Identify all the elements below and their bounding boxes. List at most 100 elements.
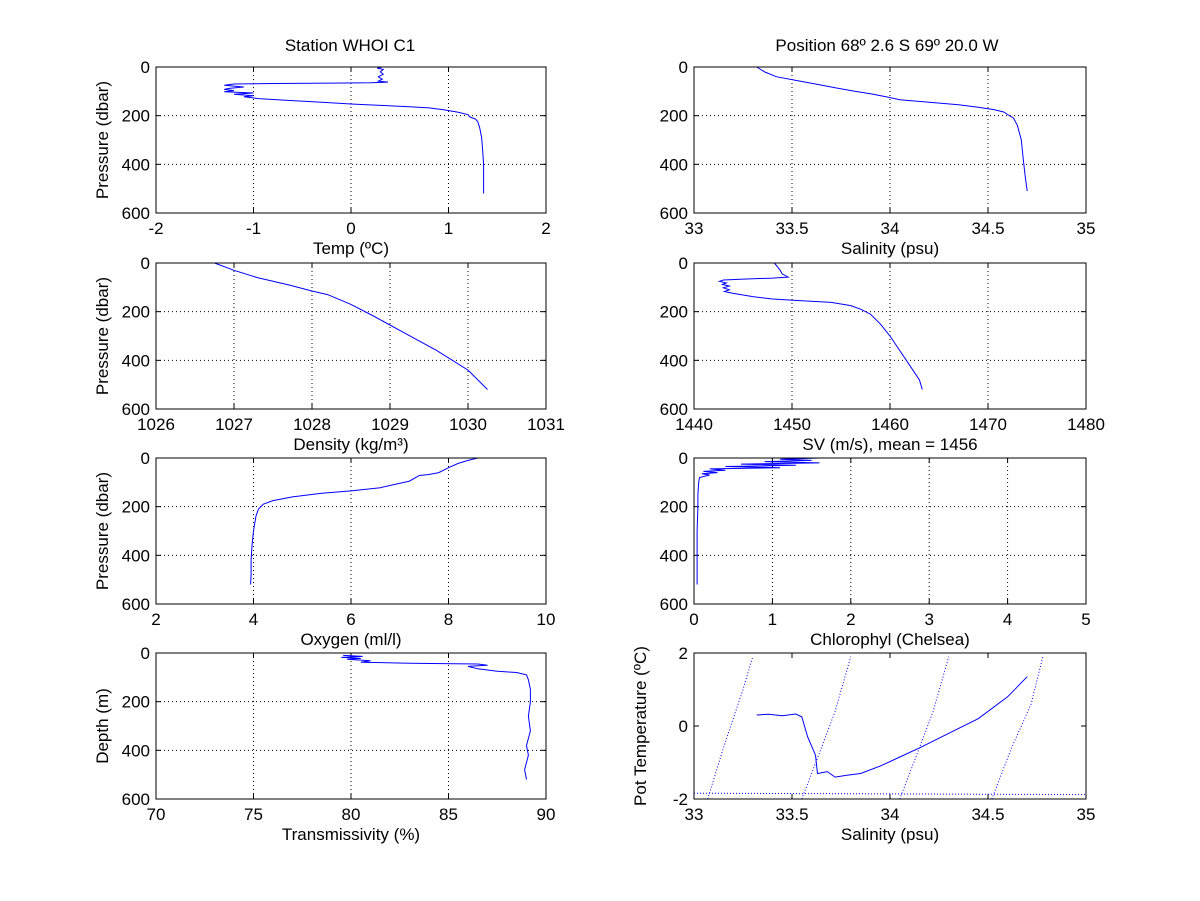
y-tick-label: 400 [660,351,688,370]
figure-title-station: Station WHOI C1 [285,36,415,55]
series-line [214,262,488,390]
axes-frame [693,457,1087,605]
x-axis-label: Salinity (psu) [841,825,939,844]
x-tick-label: 33 [685,805,704,824]
y-tick-label: 200 [660,303,688,322]
y-axis-label: Depth (m) [93,688,112,764]
x-tick-label: 2 [846,610,855,629]
x-tick-label: 0 [346,219,355,238]
x-tick-label: -2 [148,219,163,238]
x-tick-label: 1 [768,610,777,629]
x-tick-label: 1027 [215,415,253,434]
y-tick-label: 0 [141,254,150,273]
axes-frame [693,66,1087,214]
x-tick-label: 33.5 [775,219,808,238]
x-tick-label: 35 [1077,219,1096,238]
panel-transmissivity: 70 75 80 85 90 0 200 400 600 Transmissivity (%) De… [93,644,555,844]
x-tick-label: 10 [537,610,556,629]
sigma-contour-line [801,656,852,800]
y-tick-label: 200 [122,303,150,322]
x-tick-label: 75 [244,805,263,824]
x-tick-label: 1440 [675,415,713,434]
x-tick-label: 34.5 [971,219,1004,238]
y-tick-label: 600 [660,400,688,419]
y-tick-label: 600 [660,595,688,614]
x-tick-label: 2 [541,219,550,238]
y-tick-label: 400 [122,351,150,370]
y-tick-label: 400 [122,741,150,760]
x-tick-label: 34 [881,219,900,238]
x-axis-label: Density (kg/m³) [293,435,408,454]
x-tick-label: 2 [151,610,160,629]
axes-frame [155,66,547,214]
x-tick-label: 90 [537,805,556,824]
x-tick-label: 0 [689,610,698,629]
y-tick-label: 0 [679,58,688,77]
y-tick-label: 0 [679,254,688,273]
x-tick-label: 8 [444,610,453,629]
panel-density: 1026 1027 1028 1029 1030 1031 0 200 400 600 Densit… [93,254,565,454]
x-tick-label: 5 [1081,610,1090,629]
y-tick-label: 2 [679,644,688,663]
axes-frame [693,262,1087,410]
x-axis-label: Chlorophyl (Chelsea) [810,630,970,649]
x-tick-label: 4 [249,610,258,629]
x-tick-label: 34 [881,805,900,824]
x-axis-label: Oxygen (ml/l) [300,630,401,649]
axes-frame [155,652,547,800]
panel-chlorophyl: 0 1 2 3 4 5 0 200 400 600 Chlorophyl (Chelsea) [660,449,1091,649]
x-tick-label: 1 [444,219,453,238]
series-line [696,457,820,585]
y-axis-label: Pressure (dbar) [93,277,112,395]
x-tick-label: 35 [1077,805,1096,824]
y-tick-label: 600 [660,204,688,223]
x-tick-label: 1480 [1067,415,1105,434]
y-tick-label: 200 [122,107,150,126]
x-tick-label: 70 [147,805,166,824]
x-tick-label: 1450 [773,415,811,434]
y-tick-label: 200 [660,107,688,126]
y-tick-label: 0 [679,449,688,468]
y-tick-label: 400 [660,155,688,174]
axes-frame [693,652,1087,800]
panel-temp: -2 -1 0 1 2 0 200 400 600 Temp (ºC) Pressure (dbar… [93,58,551,258]
figure-title-position: Position 68º 2.6 S 69º 20.0 W [775,36,998,55]
y-tick-label: 0 [679,717,688,736]
series-line [224,66,485,194]
x-tick-label: 1026 [137,415,175,434]
x-axis-label: Salinity (psu) [841,239,939,258]
x-tick-label: 85 [439,805,458,824]
sigma-contour-line [991,656,1044,800]
x-tick-label: 1028 [293,415,331,434]
y-tick-label: 0 [141,644,150,663]
y-tick-label: 0 [141,58,150,77]
sigma-contour-line [899,656,950,800]
x-tick-label: -1 [246,219,261,238]
x-tick-label: 1029 [371,415,409,434]
y-tick-label: 200 [660,498,688,517]
sigma-contour-line [707,656,754,800]
y-tick-label: 200 [122,693,150,712]
x-tick-label: 33.5 [775,805,808,824]
y-tick-label: 600 [122,400,150,419]
x-tick-label: 1460 [871,415,909,434]
axes-frame [155,262,547,410]
y-tick-label: 0 [141,449,150,468]
x-tick-label: 3 [924,610,933,629]
y-axis-label: Pot Temperature (ºC) [631,646,650,806]
series-line [341,654,531,780]
x-tick-label: 6 [346,610,355,629]
y-tick-label: 600 [122,204,150,223]
x-axis-label: Transmissivity (%) [282,825,420,844]
x-tick-label: 1030 [449,415,487,434]
x-axis-label: SV (m/s), mean = 1456 [802,435,977,454]
series-line [250,457,478,585]
panel-ts_diagram: 33 33.5 34 34.5 35 -2 0 2 Salinity (psu) Pot Temp… [631,644,1095,844]
axes-frame [155,457,547,605]
y-tick-label: 400 [660,546,688,565]
series-line [756,676,1028,778]
series-line [756,66,1028,192]
panel-sound_velocity: 1440 1450 1460 1470 1480 0 200 400 600 SV (m/s), … [660,254,1105,454]
y-axis-label: Pressure (dbar) [93,81,112,199]
